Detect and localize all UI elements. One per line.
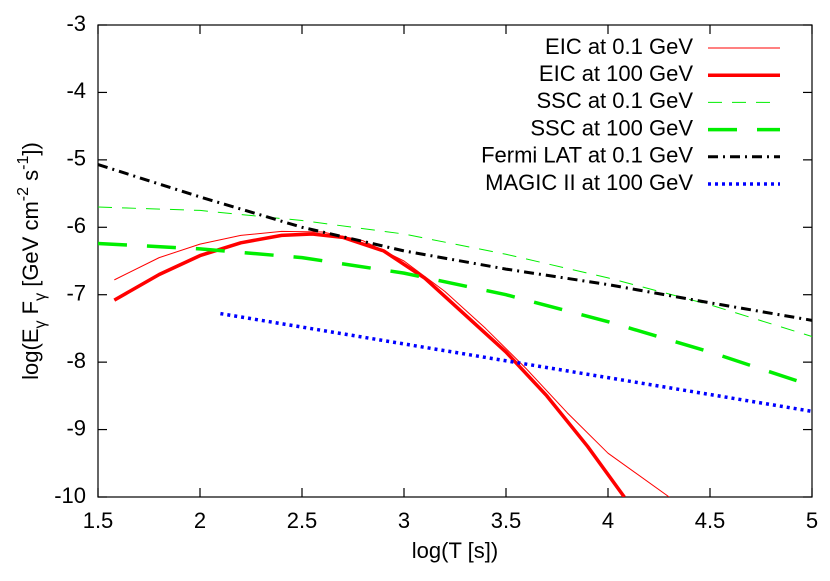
y-tick-label: -7 xyxy=(66,281,86,306)
legend-label: MAGIC II at 100 GeV xyxy=(485,170,693,195)
x-tick-label: 4.5 xyxy=(695,508,726,533)
plot-frame xyxy=(97,24,813,498)
data-line xyxy=(113,232,626,497)
legend-label: SSC at 100 GeV xyxy=(530,115,693,140)
x-tick-label: 1.5 xyxy=(83,508,114,533)
y-tick-label: -10 xyxy=(54,483,86,508)
x-tick-label: 2 xyxy=(194,508,206,533)
x-tick-label: 3 xyxy=(398,508,410,533)
y-label-part: log(E xyxy=(18,328,43,379)
legend-label: EIC at 0.1 GeV xyxy=(545,34,693,59)
y-label-part: s xyxy=(18,170,43,187)
y-label-part: γ xyxy=(32,293,49,301)
data-line xyxy=(98,163,812,322)
y-axis-label: log(Eγ Fγ [GeV cm-2 s-1]) xyxy=(15,142,49,380)
x-tick-label: 3.5 xyxy=(491,508,522,533)
y-tick-label: -5 xyxy=(66,146,86,171)
data-line xyxy=(98,241,812,388)
x-axis-label: log(T [s]) xyxy=(412,538,498,563)
data-line xyxy=(220,311,812,414)
x-tick-label: 4 xyxy=(602,508,614,533)
y-tick-label: -4 xyxy=(66,78,86,103)
y-tick-label: -3 xyxy=(66,11,86,36)
data-line xyxy=(98,206,812,337)
y-label-part: [GeV cm xyxy=(18,201,43,293)
x-tick-label: 5 xyxy=(806,508,818,533)
y-tick-label: -6 xyxy=(66,213,86,238)
y-label-part: -1 xyxy=(15,156,32,170)
y-label-part: -2 xyxy=(15,187,32,201)
legend-label: SSC at 0.1 GeV xyxy=(536,88,693,113)
legend-label: EIC at 100 GeV xyxy=(539,61,693,86)
y-tick-label: -8 xyxy=(66,348,86,373)
y-tick-label: -9 xyxy=(66,415,86,440)
x-tick-label: 2.5 xyxy=(287,508,318,533)
y-label-part: ]) xyxy=(18,142,43,155)
y-label-part: F xyxy=(18,301,43,321)
y-label-part: γ xyxy=(32,320,49,328)
legend-label: Fermi LAT at 0.1 GeV xyxy=(481,143,693,168)
